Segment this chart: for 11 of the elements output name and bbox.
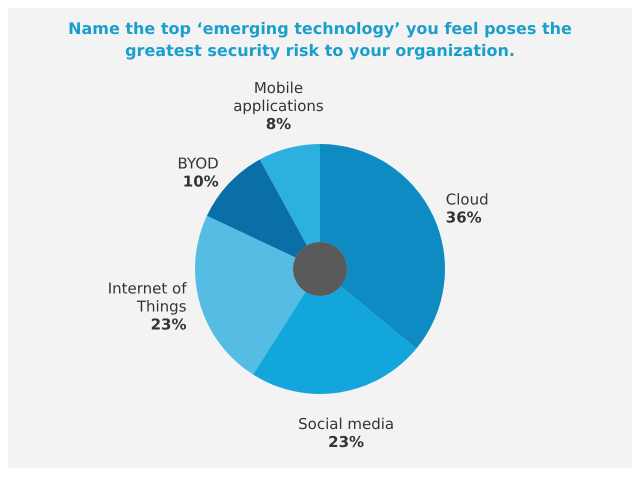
data-label: 23% [328, 432, 364, 451]
slice-label: Mobile applications [233, 79, 324, 116]
data-label: 10% [182, 172, 219, 191]
chart-title: Name the top ‘emerging technology’ you feel poses the greatest security risk to your organization. [67, 18, 573, 62]
data-label: 23% [150, 316, 187, 334]
slice-label: Cloud [446, 190, 489, 209]
slice-label: BYOD [178, 154, 219, 173]
data-label: 8% [266, 115, 292, 134]
slice-label: Internet of Things [108, 280, 188, 316]
data-label: 36% [446, 208, 482, 227]
slice-label: Social media [298, 414, 394, 433]
